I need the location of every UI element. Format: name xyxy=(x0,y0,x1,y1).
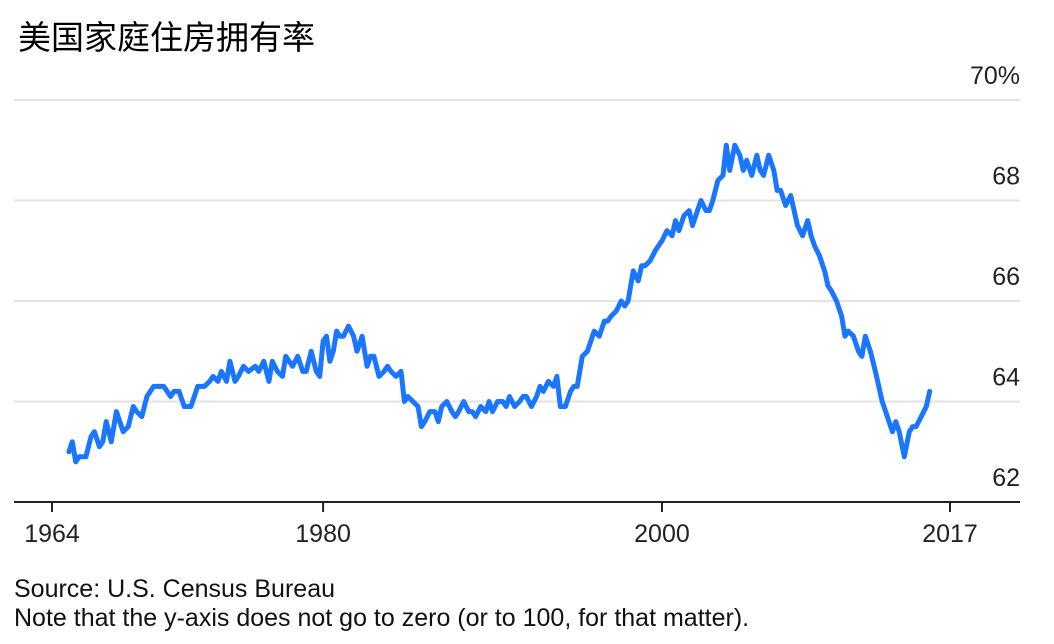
x-axis-tick-labels: 1964 1980 2000 2017 xyxy=(24,520,978,548)
series-line-homeownership-rate xyxy=(66,142,933,465)
y-tick-label: 62 xyxy=(992,464,1020,492)
x-tick-label: 2017 xyxy=(922,520,978,548)
y-tick-label: 68 xyxy=(992,163,1020,191)
y-axis-tick-labels: 70% 68 66 64 62 xyxy=(970,62,1020,492)
line-chart: 70% 68 66 64 62 1964 1980 2000 2017 xyxy=(14,62,1020,548)
axis-note: Note that the y-axis does not go to zero… xyxy=(14,604,750,632)
source-note: Source: U.S. Census Bureau xyxy=(14,575,335,603)
chart-title: 美国家庭住房拥有率 xyxy=(18,18,315,57)
y-tick-label: 66 xyxy=(992,263,1020,291)
x-tick-label: 1980 xyxy=(295,520,351,548)
y-tick-label: 64 xyxy=(992,364,1020,392)
x-axis xyxy=(14,501,1020,512)
y-tick-label: 70% xyxy=(970,62,1020,90)
x-tick-label: 1964 xyxy=(24,520,80,548)
x-tick-label: 2000 xyxy=(634,520,690,548)
